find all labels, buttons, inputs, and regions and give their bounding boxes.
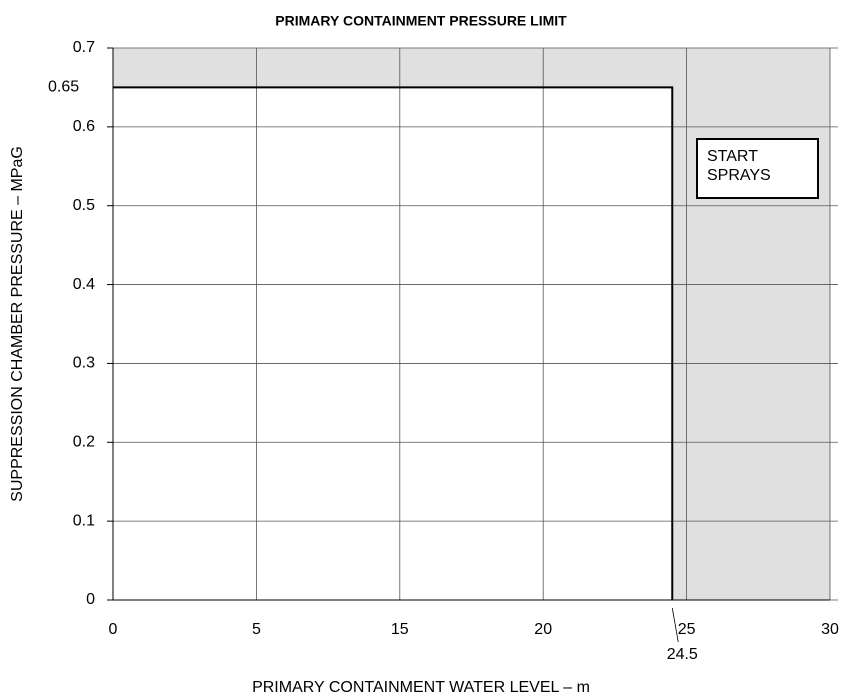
x-tick-label: 30 — [821, 621, 839, 638]
y-axis-label: SUPPRESSION CHAMBER PRESSURE – MPaG — [9, 146, 26, 502]
safe-region — [113, 87, 673, 600]
y-tick-label: 0.3 — [73, 355, 95, 372]
limit-y-label: 0.65 — [48, 79, 79, 96]
y-tick-label: 0.7 — [73, 39, 95, 56]
annotation-line: START — [707, 148, 758, 165]
annotation: START SPRAYS — [707, 148, 771, 184]
y-tick-label: 0.2 — [73, 434, 95, 451]
chart-title: PRIMARY CONTAINMENT PRESSURE LIMIT — [275, 13, 567, 29]
x-tick-label: 20 — [534, 621, 552, 638]
x-tick-label: 15 — [391, 621, 409, 638]
y-tick-label: 0.1 — [73, 512, 95, 529]
leader-line — [671, 607, 679, 643]
limit-line — [113, 86, 674, 600]
y-tick-label: 0.6 — [73, 118, 95, 135]
y-tick-label: 0 — [86, 591, 95, 608]
annotation-line: SPRAYS — [707, 167, 771, 184]
y-tick-label: 0.4 — [73, 276, 95, 293]
limit-x-label: 24.5 — [667, 646, 698, 663]
x-tick-label: 5 — [252, 621, 261, 638]
x-tick-label: 25 — [678, 621, 696, 638]
y-tick-label: 0.5 — [73, 197, 95, 214]
x-axis-label: PRIMARY CONTAINMENT WATER LEVEL – m — [252, 679, 590, 696]
annotation-box — [696, 138, 819, 199]
x-tick-label: 0 — [109, 621, 118, 638]
